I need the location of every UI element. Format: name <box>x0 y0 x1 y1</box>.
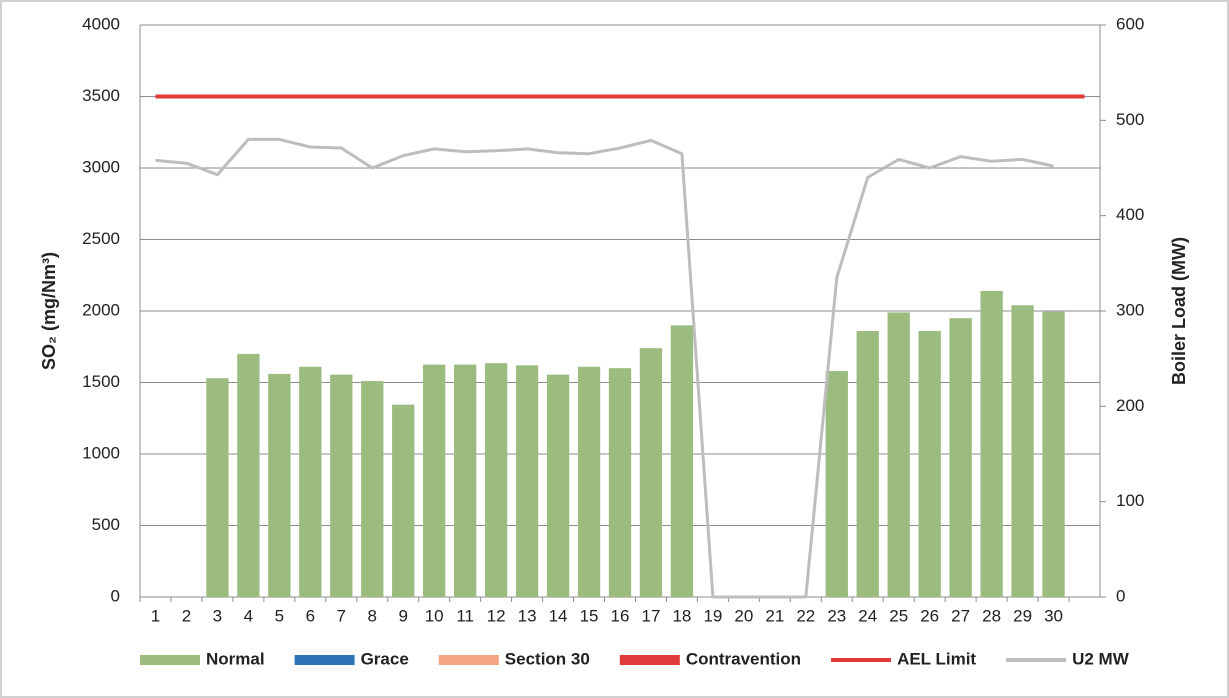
y-tick-label: 3000 <box>82 157 120 176</box>
bar <box>237 353 260 597</box>
y-tick-label: 0 <box>111 586 120 605</box>
x-tick-label: 25 <box>889 606 908 625</box>
y-tick-label: 4000 <box>82 14 120 33</box>
legend-swatch <box>438 655 499 665</box>
x-tick-label: 3 <box>213 606 222 625</box>
bar <box>1042 311 1065 597</box>
bar <box>206 378 229 597</box>
x-tick-label: 15 <box>580 606 599 625</box>
y-tick-label: 500 <box>92 515 120 534</box>
x-tick-label: 21 <box>765 606 784 625</box>
x-tick-label: 24 <box>858 606 877 625</box>
y-tick-label: 2000 <box>82 300 120 319</box>
x-tick-label: 19 <box>703 606 722 625</box>
legend-label: Grace <box>361 649 409 668</box>
x-tick-label: 8 <box>368 606 377 625</box>
x-tick-label: 6 <box>306 606 315 625</box>
bar <box>546 374 570 597</box>
bar <box>484 363 508 597</box>
bar <box>980 290 1003 597</box>
y2-tick-label: 600 <box>1116 14 1144 33</box>
x-tick-label: 10 <box>425 606 444 625</box>
x-tick-label: 20 <box>734 606 753 625</box>
legend-label: U2 MW <box>1072 649 1130 668</box>
y2-axis-title: Boiler Load (MW) <box>1169 237 1189 385</box>
bar <box>608 368 632 597</box>
bar <box>454 364 477 597</box>
x-tick-label: 29 <box>1013 606 1032 625</box>
y2-tick-label: 100 <box>1116 491 1144 510</box>
bar <box>577 366 601 597</box>
bar <box>330 374 353 597</box>
bar <box>949 318 972 597</box>
y2-tick-label: 200 <box>1116 396 1144 415</box>
x-tick-label: 2 <box>182 606 191 625</box>
legend-label: Normal <box>206 649 265 668</box>
bar <box>423 364 446 597</box>
x-tick-label: 16 <box>611 606 630 625</box>
y-tick-label: 1000 <box>82 443 120 462</box>
bar <box>856 331 879 597</box>
y-tick-label: 1500 <box>82 372 120 391</box>
y-tick-label: 2500 <box>82 229 120 248</box>
bar <box>515 365 539 597</box>
x-tick-label: 12 <box>487 606 506 625</box>
bar <box>268 373 291 597</box>
bar <box>639 348 663 597</box>
legend-swatch <box>140 655 200 665</box>
y2-tick-label: 300 <box>1116 300 1144 319</box>
bar <box>670 325 694 597</box>
x-tick-label: 4 <box>244 606 253 625</box>
x-tick-label: 5 <box>275 606 284 625</box>
x-tick-label: 1 <box>151 606 160 625</box>
legend-label: AEL Limit <box>897 649 976 668</box>
x-tick-label: 22 <box>796 606 815 625</box>
bar <box>361 381 384 597</box>
bar <box>1011 305 1034 597</box>
x-tick-label: 23 <box>827 606 846 625</box>
legend-label: Contravention <box>686 649 801 668</box>
x-tick-label: 18 <box>672 606 691 625</box>
y2-tick-label: 0 <box>1116 586 1125 605</box>
y-tick-label: 3500 <box>82 86 120 105</box>
x-tick-label: 27 <box>951 606 970 625</box>
bar <box>392 404 415 597</box>
legend-label: Section 30 <box>505 649 590 668</box>
bar <box>887 312 910 597</box>
x-tick-label: 26 <box>920 606 939 625</box>
y2-tick-label: 400 <box>1116 205 1144 224</box>
x-tick-label: 14 <box>549 606 568 625</box>
line <box>155 137 1054 599</box>
x-tick-label: 9 <box>398 606 407 625</box>
x-tick-label: 17 <box>642 606 661 625</box>
y-axis-title: SO₂ (mg/Nm³) <box>39 252 59 370</box>
bar <box>299 366 322 597</box>
x-tick-label: 28 <box>982 606 1001 625</box>
bar <box>825 371 848 597</box>
x-tick-label: 7 <box>337 606 346 625</box>
bar <box>918 331 941 597</box>
x-tick-label: 11 <box>456 606 474 625</box>
y2-tick-label: 500 <box>1116 110 1144 129</box>
x-tick-label: 13 <box>518 606 537 625</box>
legend-swatch <box>619 655 680 665</box>
x-tick-label: 30 <box>1044 606 1063 625</box>
legend-swatch <box>294 655 355 665</box>
